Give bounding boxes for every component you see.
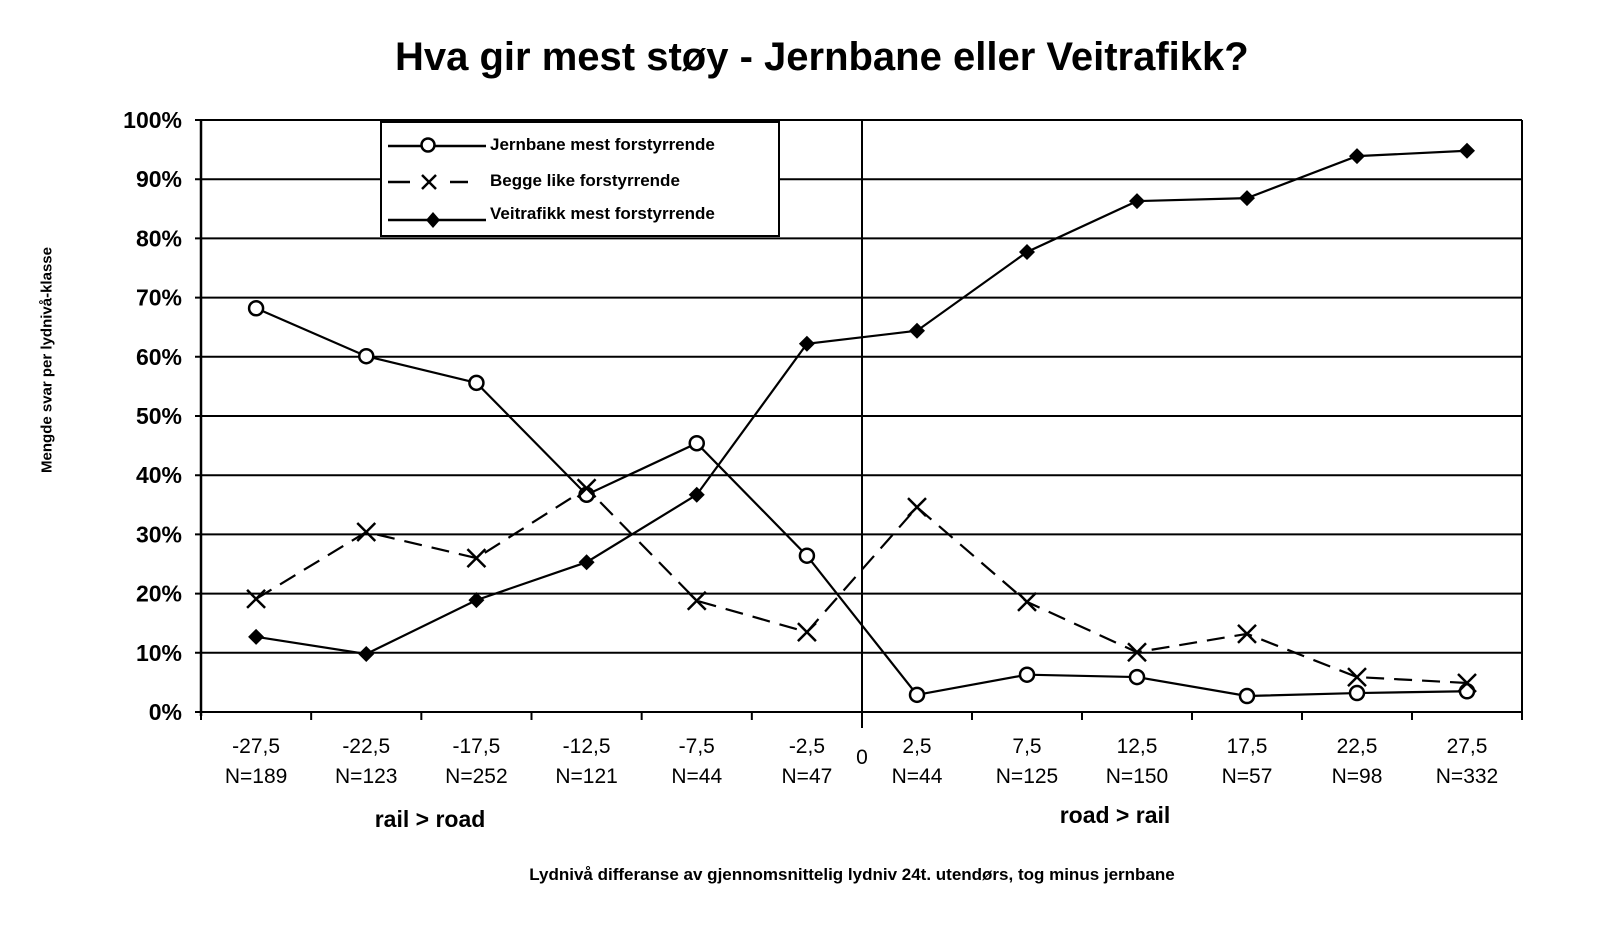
open-circle-marker-icon (688, 434, 705, 452)
y-tick-label: 100% (123, 107, 182, 133)
filled-diamond-marker-icon (1129, 193, 1145, 210)
region-label-left: rail > road (375, 806, 486, 832)
open-circle-marker-icon (358, 347, 375, 365)
n-count-label: N=121 (555, 765, 617, 788)
x-marker-icon (246, 589, 266, 609)
chart-legend: Jernbane mest forstyrrende Begge like fo… (380, 121, 780, 237)
filled-diamond-marker-icon (798, 335, 815, 352)
zero-label: 0 (856, 746, 868, 769)
x-axis-label: Lydnivå differanse av gjennomsnittelig l… (529, 865, 1175, 884)
x-marker-icon (576, 478, 597, 499)
n-count-label: N=332 (1436, 765, 1498, 788)
filled-diamond-marker-icon (688, 486, 705, 503)
x-marker-icon (1127, 642, 1147, 663)
filled-diamond-marker-icon (468, 592, 485, 609)
open-circle-marker-icon (1348, 684, 1366, 702)
x-marker-icon (466, 548, 487, 568)
x-marker-icon (356, 522, 377, 542)
legend-label: Jernbane mest forstyrrende (490, 135, 715, 154)
x-marker-icon (907, 497, 927, 518)
n-count-label: N=98 (1332, 765, 1383, 788)
filled-diamond-marker-icon (388, 212, 486, 228)
open-circle-marker-icon (798, 547, 816, 564)
open-circle-marker-icon (468, 374, 485, 392)
y-tick-label: 50% (136, 403, 182, 429)
y-tick-label: 70% (136, 285, 182, 311)
open-circle-marker-icon (1128, 668, 1146, 686)
open-circle-marker-icon (247, 300, 265, 317)
region-label-right: road > rail (1060, 802, 1171, 828)
y-tick-label: 10% (136, 640, 182, 666)
n-count-label: N=47 (782, 765, 833, 788)
x-marker-icon (797, 622, 817, 642)
legend-label: Veitrafikk mest forstyrrende (490, 204, 715, 223)
x-marker-icon (1237, 623, 1257, 644)
x-marker-icon (1347, 667, 1367, 687)
series-line-0 (255, 307, 1468, 698)
x-tick-label: -17,5 (452, 735, 500, 758)
chart-title: Hva gir mest støy - Jernbane eller Veitr… (395, 35, 1249, 79)
series-line-1 (255, 486, 1468, 685)
x-tick-label: 27,5 (1447, 735, 1488, 758)
filled-diamond-marker-icon (909, 322, 925, 339)
open-circle-marker-icon (1238, 687, 1256, 705)
x-tick-label: 7,5 (1012, 735, 1041, 758)
filled-diamond-marker-icon (358, 645, 375, 662)
legend-item-begge: Begge like forstyrrende (382, 167, 778, 197)
legend-label: Begge like forstyrrende (490, 171, 680, 190)
y-tick-label: 0% (149, 699, 182, 725)
open-circle-marker-icon (1018, 666, 1036, 683)
x-tick-label: 2,5 (902, 735, 931, 758)
n-count-label: N=189 (225, 765, 287, 788)
n-count-label: N=123 (335, 765, 397, 788)
x-tick-label: -2,5 (789, 735, 825, 758)
legend-item-veitrafikk: Veitrafikk mest forstyrrende (382, 200, 778, 230)
filled-diamond-marker-icon (1019, 244, 1035, 261)
open-circle-marker-icon (908, 686, 926, 704)
y-tick-label: 80% (136, 225, 182, 251)
x-marker-icon (1017, 592, 1037, 612)
legend-item-jernbane: Jernbane mest forstyrrende (382, 131, 778, 161)
x-tick-label: 12,5 (1117, 735, 1158, 758)
filled-diamond-marker-icon (1459, 142, 1475, 159)
n-count-label: N=125 (996, 765, 1058, 788)
y-tick-label: 30% (136, 521, 182, 547)
n-count-label: N=57 (1222, 765, 1273, 788)
y-tick-label: 90% (136, 166, 182, 192)
y-tick-label: 60% (136, 344, 182, 370)
x-tick-label: -22,5 (342, 735, 390, 758)
x-tick-label: -7,5 (679, 735, 715, 758)
series-line-2 (255, 149, 1468, 656)
open-circle-marker-icon (388, 137, 486, 153)
x-tick-label: -27,5 (232, 735, 280, 758)
n-count-label: N=150 (1106, 765, 1168, 788)
x-marker-icon (388, 174, 468, 190)
x-marker-icon (686, 590, 707, 611)
n-count-label: N=44 (671, 765, 722, 788)
n-count-label: N=252 (445, 765, 507, 788)
filled-diamond-marker-icon (578, 554, 595, 571)
x-tick-label: 17,5 (1227, 735, 1268, 758)
filled-diamond-marker-icon (1239, 190, 1255, 207)
x-tick-label: 22,5 (1337, 735, 1378, 758)
n-count-label: N=44 (892, 765, 943, 788)
x-tick-label: -12,5 (563, 735, 611, 758)
filled-diamond-marker-icon (1349, 148, 1365, 165)
filled-diamond-marker-icon (248, 628, 265, 645)
y-tick-label: 40% (136, 462, 182, 488)
y-tick-label: 20% (136, 581, 182, 607)
x-marker-icon (1457, 673, 1477, 693)
